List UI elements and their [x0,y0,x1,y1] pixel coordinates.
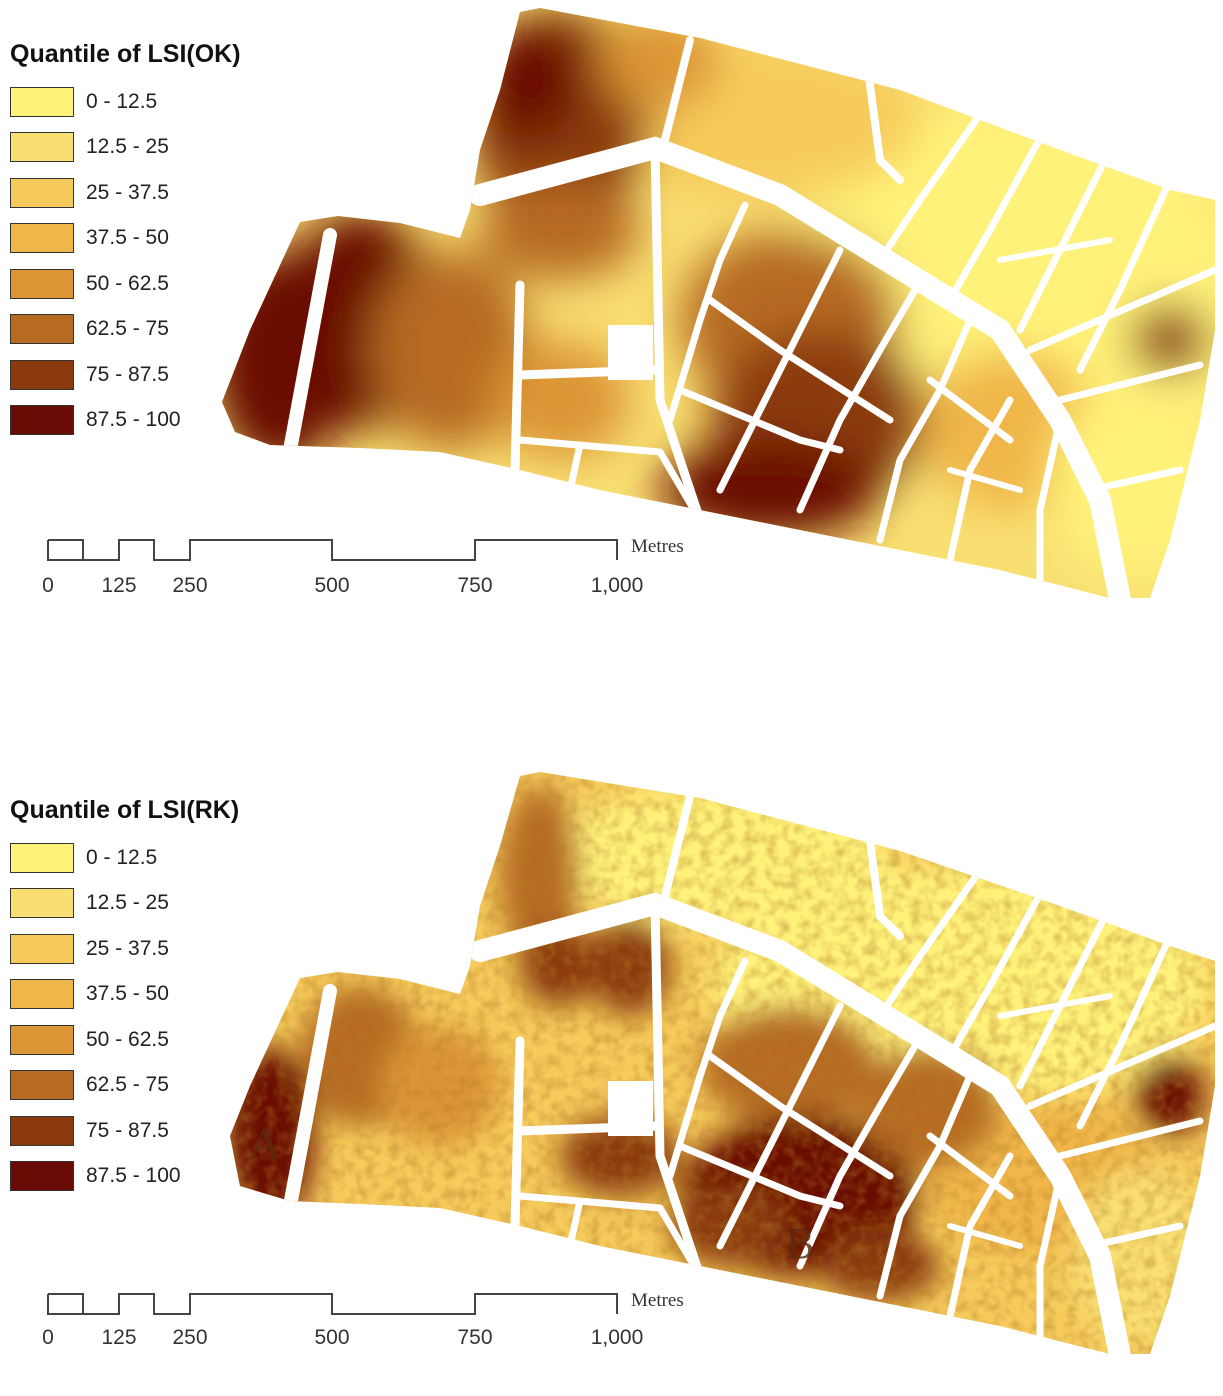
legend-swatch [10,177,74,208]
scale-tick-label: 0 [42,1326,54,1349]
scale-bar-line [47,539,618,561]
legend-item: 50 - 62.5 [10,1017,239,1063]
scale-tick-label: 125 [101,1326,136,1349]
legend-item: 12.5 - 25 [10,125,241,171]
annotation-label-a: A [249,1119,281,1168]
legend-label: 25 - 37.5 [86,180,169,204]
legend-swatch [10,132,74,163]
legend-label: 62.5 - 75 [86,1073,169,1097]
legend-swatch [10,979,74,1010]
scale-tick-label: 250 [172,574,207,597]
map-panel-ok: Quantile of LSI(OK) 0 - 12.5 12.5 - 25 2… [0,0,1223,640]
legend-swatch [10,223,74,254]
legend-label: 0 - 12.5 [86,845,158,869]
legend-item: 75 - 87.5 [10,352,241,398]
legend-item: 62.5 - 75 [10,1063,239,1109]
legend-item: 37.5 - 50 [10,972,239,1018]
legend-item: 87.5 - 100 [10,398,241,444]
legend-item: 37.5 - 50 [10,216,241,262]
raster-map: A B [230,772,1215,1354]
legend-swatch [10,268,74,299]
road-network [283,36,1215,598]
legend-label: 62.5 - 75 [86,317,169,341]
legend-title: Quantile of LSI(RK) [10,796,240,824]
legend-item: 0 - 12.5 [10,79,241,125]
raster-map [222,8,1215,598]
legend-label: 50 - 62.5 [86,271,169,295]
legend-label: 0 - 12.5 [86,89,158,113]
scale-tick-label: 750 [457,1326,492,1349]
legend-item: 25 - 37.5 [10,170,241,216]
scale-bar-line [47,1293,618,1315]
legend-label: 87.5 - 100 [86,408,181,432]
scale-tick-label: 1,000 [591,574,644,597]
legend-swatch [10,86,74,117]
scale-unit-label: Metres [631,536,684,557]
legend-label: 50 - 62.5 [86,1027,169,1051]
legend-label: 37.5 - 50 [86,982,169,1006]
legend-label: 12.5 - 25 [86,891,169,915]
legend-item: 25 - 37.5 [10,926,239,972]
legend-item: 75 - 87.5 [10,1108,239,1154]
legend-label: 75 - 87.5 [86,362,169,386]
scale-bar: 0 125 250 500 750 1,000 Metres [42,1290,684,1349]
legend-item: 12.5 - 25 [10,881,239,927]
scale-tick-label: 250 [172,1326,207,1349]
scale-tick-label: 500 [314,1326,349,1349]
legend-swatch [10,314,74,345]
legend-swatch [10,405,74,436]
legend-swatch [10,888,74,919]
annotation-label-b: B [785,1219,814,1268]
scale-tick-label: 125 [101,574,136,597]
legend-swatch [10,933,74,964]
map-panel-rk: Quantile of LSI(RK) 0 - 12.5 12.5 - 25 2… [0,756,1223,1396]
legend-item: 87.5 - 100 [10,1154,239,1200]
legend-label: 37.5 - 50 [86,226,169,250]
legend-item: 62.5 - 75 [10,307,241,353]
legend-swatch [10,359,74,390]
legend-swatch [10,1115,74,1146]
road-network [283,792,1215,1354]
legend-label: 12.5 - 25 [86,135,169,159]
legend-rk: Quantile of LSI(RK) 0 - 12.5 12.5 - 25 2… [10,796,239,1199]
legend-item: 0 - 12.5 [10,835,239,881]
scale-tick-label: 1,000 [591,1326,644,1349]
map-surface [222,8,1215,598]
scale-tick-label: 0 [42,574,54,597]
scale-unit-label: Metres [631,1290,684,1311]
legend-swatch [10,842,74,873]
legend-swatch [10,1070,74,1101]
legend-title: Quantile of LSI(OK) [10,40,241,68]
legend-swatch [10,1161,74,1192]
legend-ok: Quantile of LSI(OK) 0 - 12.5 12.5 - 25 2… [10,40,241,443]
legend-label: 87.5 - 100 [86,1164,181,1188]
scale-tick-label: 500 [314,574,349,597]
legend-label: 25 - 37.5 [86,936,169,960]
legend-label: 75 - 87.5 [86,1118,169,1142]
legend-swatch [10,1024,74,1055]
map-surface [230,772,1215,1354]
scale-tick-label: 750 [457,574,492,597]
legend-item: 50 - 62.5 [10,261,241,307]
scale-bar: 0 125 250 500 750 1,000 Metres [42,536,684,597]
